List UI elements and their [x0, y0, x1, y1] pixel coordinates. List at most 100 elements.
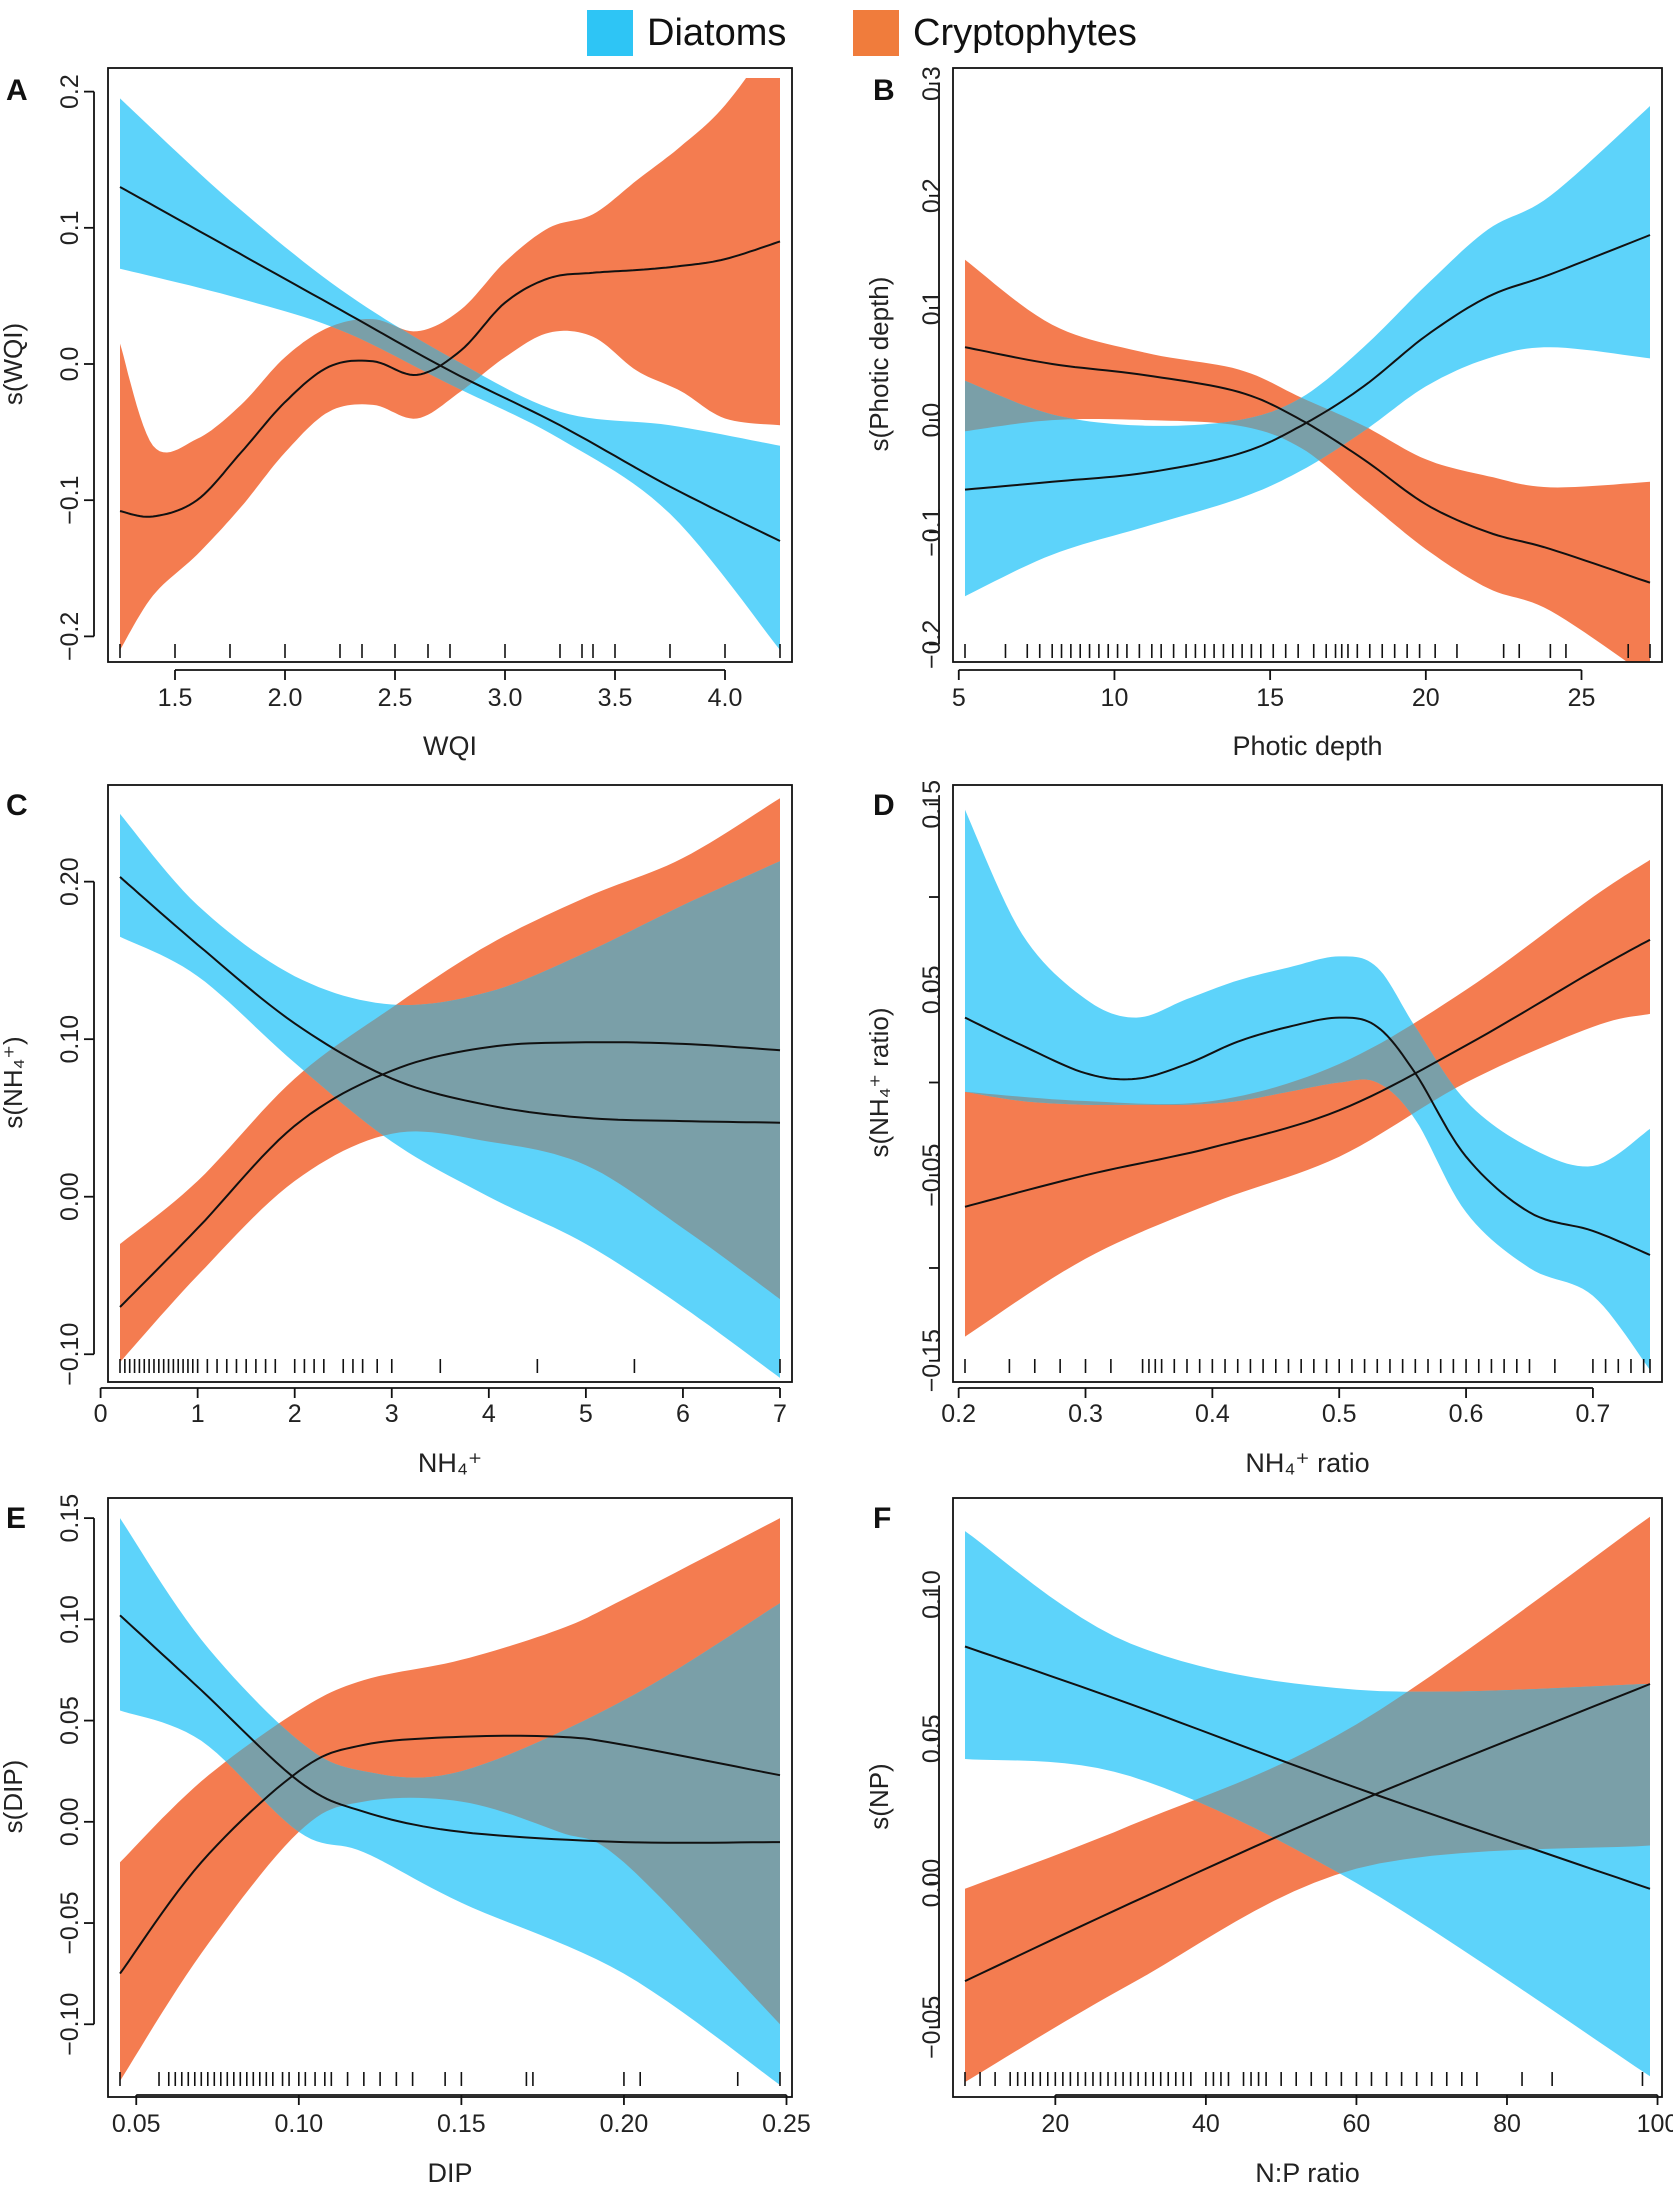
x-tick-label: 2.5: [378, 684, 413, 712]
y-tick-label: −0.05: [918, 1144, 946, 1207]
panel-letter: B: [873, 74, 895, 107]
y-axis-label: s(Photic depth): [864, 277, 894, 452]
x-tick-label: 0: [94, 1400, 108, 1428]
panel-a: 1.5 2.0 2.5 3.0 3.5 4.0 WQI −0.2 −0.1 0.0 0.1 0.2 s(…: [0, 67, 793, 761]
x-tick-label: 3.0: [488, 684, 523, 712]
y-tick-label: 0.2: [918, 178, 946, 213]
x-tick-label: 60: [1343, 2110, 1371, 2138]
panel-letter: C: [6, 789, 28, 822]
y-tick-label: 0.2: [56, 74, 84, 109]
panel-letter: E: [6, 1502, 26, 1535]
legend-label-diatoms: Diatoms: [647, 11, 787, 54]
band-cryptophytes: [965, 859, 1650, 1337]
y-axis-label: s(NH₄⁺): [0, 1036, 28, 1128]
x-tick-label: 25: [1568, 684, 1596, 712]
x-tick-label: 0.25: [762, 2110, 811, 2138]
x-tick-label: 1: [191, 1400, 205, 1428]
x-tick-label: 40: [1192, 2110, 1220, 2138]
x-axis-label: Photic depth: [1232, 731, 1382, 761]
x-axis-label: DIP: [427, 2158, 472, 2188]
line-cryptophytes: [119, 240, 781, 518]
x-tick-label: 3.5: [598, 684, 633, 712]
y-tick-label: 0.00: [56, 1797, 84, 1846]
x-tick-label: 80: [1493, 2110, 1521, 2138]
band-cryptophytes: [120, 78, 780, 650]
y-tick-label: −0.2: [56, 612, 84, 661]
x-tick-label: 0.05: [112, 2110, 161, 2138]
x-tick-label: 0.20: [600, 2110, 649, 2138]
line-diatoms: [119, 876, 781, 1124]
y-tick-label: 0.00: [918, 1859, 946, 1908]
line-cryptophytes: [964, 1683, 1651, 1983]
y-tick-label: −0.10: [56, 1993, 84, 2056]
plot-area-e: [119, 1518, 781, 2085]
x-tick-label: 4.0: [708, 684, 743, 712]
plot-frame: [107, 67, 793, 663]
legend-swatch-diatoms: [587, 10, 633, 56]
plot-area-d: [964, 809, 1651, 1370]
plot-frame: [952, 67, 1663, 663]
x-axis-label: WQI: [423, 731, 477, 761]
y-tick-label: 0.10: [918, 1570, 946, 1619]
x-tick-label: 0.6: [1449, 1400, 1484, 1428]
plot-frame: [952, 1497, 1663, 2098]
panel-b: 5 10 15 20 25 Photic depth −0.2 −0.1 0.0 0.1 0.2 0.…: [864, 66, 1663, 761]
legend-label-cryptophytes: Cryptophytes: [913, 11, 1137, 54]
x-axis-label: NH₄⁺ ratio: [1245, 1448, 1369, 1478]
x-tick-label: 0.4: [1195, 1400, 1230, 1428]
line-diatoms: [964, 234, 1651, 491]
plot-area-f: [964, 1516, 1651, 2083]
y-tick-label: 0.1: [918, 291, 946, 326]
y-tick-label: 0.05: [918, 965, 946, 1014]
x-tick-label: 0.2: [941, 1400, 976, 1428]
x-tick-label: 0.5: [1322, 1400, 1357, 1428]
y-tick-label: 0.05: [56, 1696, 84, 1745]
x-tick-label: 2: [288, 1400, 302, 1428]
y-axis-label: s(DIP): [0, 1760, 28, 1834]
x-tick-label: 7: [773, 1400, 787, 1428]
y-tick-label: 0.15: [56, 1494, 84, 1543]
y-tick-label: 0.3: [918, 66, 946, 101]
x-tick-label: 10: [1101, 684, 1129, 712]
plot-frame: [952, 784, 1663, 1383]
x-tick-label: 5: [579, 1400, 593, 1428]
x-tick-label: 0.3: [1068, 1400, 1103, 1428]
y-axis-label: s(NH₄⁺ ratio): [864, 1007, 894, 1157]
band-diatoms: [120, 1518, 780, 2085]
y-tick-label: −0.05: [918, 1996, 946, 2059]
y-tick-label: 0.10: [56, 1015, 84, 1064]
plot-frame: [107, 784, 793, 1383]
line-diatoms: [964, 1016, 1651, 1256]
panel-d: 0.2 0.3 0.4 0.5 0.6 0.7 NH₄⁺ ratio −0.15 −0.05 0.…: [864, 780, 1663, 1478]
x-tick-label: 20: [1041, 2110, 1069, 2138]
y-tick-label: −0.2: [918, 620, 946, 669]
line-diatoms: [119, 1614, 780, 1844]
line-diatoms: [119, 186, 781, 542]
plot-area-c: [119, 798, 781, 1378]
legend-item-cryptophytes: Cryptophytes: [853, 10, 1137, 56]
y-tick-label: −0.10: [56, 1323, 84, 1386]
panel-e: 0.05 0.10 0.15 0.20 0.25 DIP −0.10 −0.05 0.00 0.0…: [0, 1494, 811, 2188]
line-cryptophytes: [119, 1041, 781, 1308]
x-tick-label: 3: [385, 1400, 399, 1428]
panel-f: 20 40 60 80 100 N:P ratio −0.05 0.00 0.05 0.10 s(N…: [864, 1497, 1673, 2188]
panel-letter: F: [873, 1502, 891, 1535]
x-axis-label: NH₄⁺: [418, 1448, 482, 1478]
x-tick-label: 0.7: [1576, 1400, 1611, 1428]
line-cryptophytes: [964, 938, 1651, 1208]
y-tick-label: 0.0: [918, 403, 946, 438]
panel-letter: A: [6, 74, 28, 107]
x-tick-label: 4: [482, 1400, 496, 1428]
line-cryptophytes: [119, 1734, 781, 1975]
y-tick-label: 0.15: [918, 780, 946, 829]
y-tick-label: 0.05: [918, 1714, 946, 1763]
line-cryptophytes: [964, 346, 1651, 584]
y-tick-label: −0.1: [918, 508, 946, 557]
x-tick-label: 0.10: [274, 2110, 323, 2138]
x-tick-label: 5: [952, 684, 966, 712]
y-tick-label: 0.00: [56, 1172, 84, 1221]
y-axis-label: s(WQI): [0, 323, 28, 405]
y-tick-label: −0.15: [918, 1329, 946, 1392]
y-tick-label: 0.1: [56, 210, 84, 245]
